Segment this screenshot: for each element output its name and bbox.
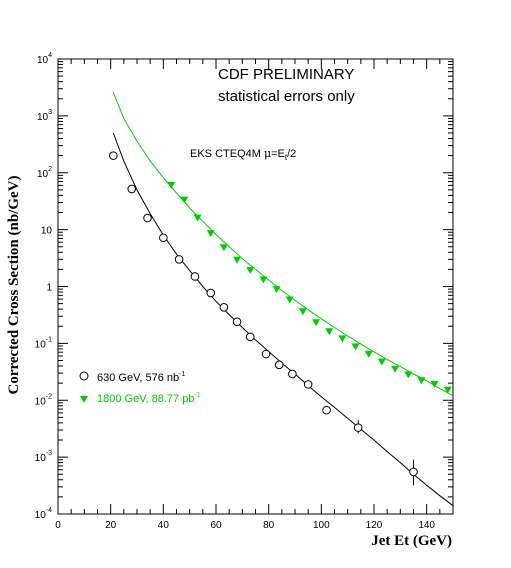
legend-label-1800: 1800 GeV, 88.77 pb-1 <box>97 392 201 405</box>
point-630 <box>219 303 229 312</box>
point-1800 <box>391 365 400 373</box>
legend-sup-630: -1 <box>179 371 185 378</box>
point-1800 <box>364 350 373 358</box>
point-630 <box>322 405 331 415</box>
theory-label: EKS CTEQ4M μ=Et/2 <box>190 147 296 162</box>
point-630 <box>143 213 152 223</box>
point-630 <box>127 184 137 194</box>
legend-marker-630 <box>79 371 89 381</box>
legend-marker-1800 <box>80 396 88 403</box>
point-1800 <box>180 196 189 204</box>
point-1800 <box>193 214 202 222</box>
point-1800 <box>443 386 452 394</box>
point-1800 <box>338 335 347 343</box>
point-630 <box>190 272 200 281</box>
point-630 <box>353 423 363 432</box>
y-tick-label: 10-3 <box>35 450 52 464</box>
point-1800 <box>417 377 426 385</box>
x-tick-label: 0 <box>55 520 61 531</box>
y-tick-label: 104 <box>37 52 52 66</box>
point-630 <box>303 380 313 389</box>
theory-tail: /2 <box>287 148 296 160</box>
annotation-stat-errors: statistical errors only <box>218 88 355 105</box>
point-630 <box>261 349 271 359</box>
y-tick-base: 10 <box>37 169 49 180</box>
point-1800 <box>246 267 255 275</box>
fit-curve-0 <box>112 132 454 507</box>
point-1800 <box>233 256 242 264</box>
y-tick-exp: 3 <box>48 109 52 116</box>
y-tick-exp: -4 <box>46 507 52 514</box>
point-1800 <box>312 319 321 327</box>
y-tick-label: 10-4 <box>35 507 52 521</box>
point-1800 <box>285 296 294 304</box>
theory-name: EKS CTEQ4M <box>190 148 264 160</box>
point-1800 <box>325 328 334 336</box>
point-630 <box>174 255 184 264</box>
annotation-preliminary: CDF PRELIMINARY <box>218 66 354 83</box>
y-tick-exp: 2 <box>48 166 52 173</box>
fit-curve-1 <box>112 92 454 397</box>
point-630 <box>409 467 418 477</box>
y-tick-base: 10 <box>37 55 49 66</box>
y-tick-base: 10 <box>35 510 47 521</box>
theory-sub: t <box>285 153 288 162</box>
x-tick-label: 100 <box>313 520 330 531</box>
y-tick-exp: 4 <box>48 52 52 59</box>
point-630 <box>159 233 168 243</box>
point-1800 <box>351 343 360 351</box>
x-tick-label: 80 <box>263 520 275 531</box>
point-1800 <box>298 308 307 316</box>
y-tick-base: 1 <box>46 283 52 294</box>
y-tick-base: 10 <box>41 226 53 237</box>
y-tick-base: 10 <box>35 339 47 350</box>
y-tick-exp: -3 <box>46 450 52 457</box>
data-points <box>109 151 452 486</box>
legend: 630 GeV, 576 nb-1 1800 GeV, 88.77 pb-1 <box>79 371 201 405</box>
plot-frame <box>57 58 454 515</box>
theory-eq: =E <box>271 148 285 160</box>
x-tick-label: 40 <box>158 520 170 531</box>
y-tick-base: 10 <box>35 396 47 407</box>
point-630 <box>274 360 284 370</box>
x-tick-label: 120 <box>366 520 383 531</box>
point-1800 <box>430 380 439 388</box>
theory-mu: μ <box>264 147 271 160</box>
x-tick-label: 140 <box>418 520 435 531</box>
point-1800 <box>167 181 176 189</box>
y-tick-base: 10 <box>35 453 47 464</box>
y-tick-label: 103 <box>37 109 52 123</box>
point-630 <box>206 288 216 298</box>
y-tick-exp: -1 <box>46 336 52 343</box>
y-tick-label: 10-2 <box>35 393 52 407</box>
x-tick-label: 60 <box>210 520 222 531</box>
point-1800 <box>404 371 413 379</box>
y-tick-label: 10-1 <box>35 336 52 350</box>
y-axis-title: Corrected Cross Section (nb/GeV) <box>6 176 22 395</box>
y-tick-label: 1 <box>46 283 52 294</box>
y-tick-exp: -2 <box>46 393 52 400</box>
legend-text-630: 630 GeV, 576 nb <box>97 372 179 384</box>
x-tick-label: 20 <box>105 520 117 531</box>
point-630 <box>245 332 255 342</box>
legend-label-630: 630 GeV, 576 nb-1 <box>97 371 186 384</box>
x-axis-ticks: 0 20 40 60 80 100 120 140 <box>55 59 454 531</box>
y-tick-label: 10 <box>41 226 53 237</box>
legend-sup-1800: -1 <box>194 392 200 399</box>
x-axis-title: Jet Et (GeV) <box>371 533 452 549</box>
point-1800 <box>272 286 281 294</box>
point-630 <box>232 317 242 327</box>
point-1800 <box>259 276 268 284</box>
legend-text-1800: 1800 GeV, 88.77 pb <box>97 393 194 405</box>
y-tick-label: 102 <box>37 166 52 180</box>
y-tick-base: 10 <box>37 112 49 123</box>
point-1800 <box>206 230 215 238</box>
point-630 <box>109 151 118 160</box>
point-1800 <box>377 358 386 366</box>
point-1800 <box>219 244 228 252</box>
point-630 <box>288 369 297 379</box>
